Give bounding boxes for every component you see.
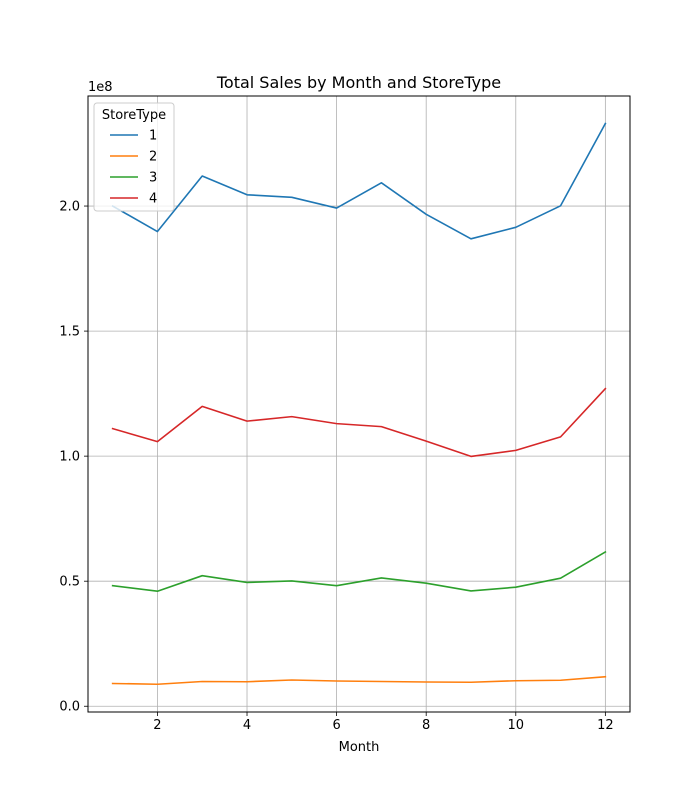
legend-box xyxy=(93,102,175,212)
chart-title: Total Sales by Month and StoreType xyxy=(216,73,501,92)
y-tick-label: 0.5 xyxy=(59,575,80,590)
legend-label-3: 3 xyxy=(149,171,157,186)
series-line-2 xyxy=(111,675,607,686)
series-line-4 xyxy=(111,387,607,458)
legend: StoreType 1 2 3 4 xyxy=(93,102,175,212)
y-tick-label: 2.0 xyxy=(59,200,80,215)
legend-label-2: 2 xyxy=(149,150,157,165)
series-line-3 xyxy=(111,550,607,593)
x-tick-label: 12 xyxy=(597,718,614,733)
x-tick-label: 10 xyxy=(508,718,525,733)
y-axis-offset-text: 1e8 xyxy=(88,80,113,95)
y-tick-label: 0.0 xyxy=(59,700,80,715)
legend-items: 1 2 3 4 xyxy=(110,129,157,207)
x-tick-label: 4 xyxy=(243,718,251,733)
legend-label-1: 1 xyxy=(149,129,157,144)
legend-label-4: 4 xyxy=(149,192,157,207)
x-tick-label: 8 xyxy=(422,718,430,733)
legend-title: StoreType xyxy=(102,108,166,123)
plot-area xyxy=(88,96,630,712)
axis-ticks: 2 4 6 8 10 12 0.0 0.5 1.0 1.5 2.0 xyxy=(59,200,613,733)
y-tick-label: 1.5 xyxy=(59,325,80,340)
plot-frame xyxy=(87,95,631,713)
y-tick-label: 1.0 xyxy=(59,450,80,465)
x-tick-label: 6 xyxy=(332,718,340,733)
x-tick-label: 2 xyxy=(153,718,161,733)
series-line-1 xyxy=(111,122,607,240)
x-axis-label: Month xyxy=(339,740,380,755)
series-lines xyxy=(111,122,607,686)
